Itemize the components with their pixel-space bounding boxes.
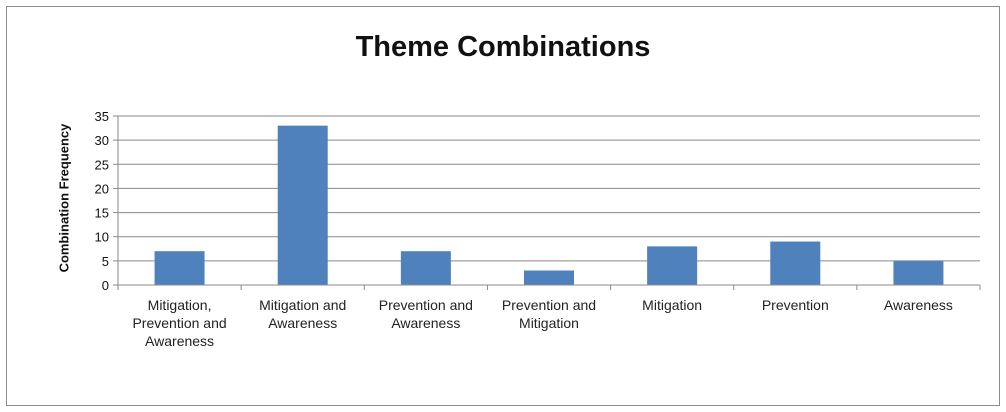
y-tick-label: 25 [95,157,109,172]
y-tick-label: 15 [95,206,109,221]
x-tick-label: Mitigation and Awareness [244,296,362,332]
bar [524,271,574,285]
bar [770,242,820,285]
x-tick-label: Prevention [736,296,854,314]
bar [893,261,943,285]
x-tick-label: Prevention and Awareness [367,296,485,332]
bar [647,246,697,285]
x-tick-label: Mitigation [613,296,731,314]
y-tick-label: 5 [102,254,109,269]
y-tick-label: 35 [95,109,109,124]
x-tick-label: Prevention and Mitigation [490,296,608,332]
y-tick-label: 20 [95,181,109,196]
x-tick-label: Mitigation, Prevention and Awareness [121,296,239,350]
y-tick-label: 10 [95,230,109,245]
y-tick-label: 30 [95,133,109,148]
y-tick-label: 0 [102,278,109,293]
bar [401,251,451,285]
bar [155,251,205,285]
bar [278,126,328,285]
x-tick-label: Awareness [859,296,977,314]
